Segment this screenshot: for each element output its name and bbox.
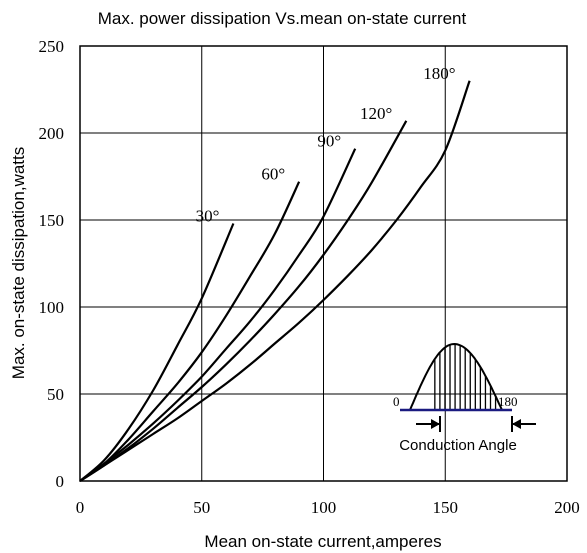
series-curve — [79, 80, 471, 482]
series-label: 180° — [423, 64, 455, 83]
y-tick-label: 250 — [39, 37, 65, 56]
conduction-angle-inset: 0 180 Conduction Angle — [393, 342, 536, 454]
grid-lines — [80, 46, 567, 481]
x-tick-label: 150 — [433, 498, 459, 517]
right-arrowhead-icon — [431, 419, 440, 429]
x-axis-label: Mean on-state current,amperes — [204, 532, 441, 551]
y-tick-label: 50 — [47, 385, 64, 404]
plot-frame — [79, 45, 568, 482]
series-label: 90° — [317, 132, 341, 151]
y-tick-label: 150 — [39, 211, 65, 230]
x-tick-label: 50 — [193, 498, 210, 517]
series-curve — [79, 181, 301, 482]
inset-caption: Conduction Angle — [399, 437, 517, 454]
series-curve — [79, 148, 357, 482]
series-labels: 30° 60° 90° 120° 180° — [196, 64, 456, 226]
x-tick-label: 200 — [554, 498, 580, 517]
left-arrowhead-icon — [512, 419, 521, 429]
inset-label-end: 180 — [498, 394, 518, 409]
x-tick-label: 0 — [76, 498, 85, 517]
y-tick-label: 200 — [39, 124, 65, 143]
series-curve — [79, 223, 235, 482]
series-label: 30° — [196, 206, 220, 225]
series-label: 60° — [261, 165, 285, 184]
y-tick-label: 0 — [56, 472, 65, 491]
inset-label-start: 0 — [393, 394, 400, 409]
y-tick-label: 100 — [39, 298, 65, 317]
dissipation-curves — [79, 80, 471, 482]
y-axis-label: Max. on-state dissipation,watts — [9, 147, 28, 379]
x-tick-label: 100 — [311, 498, 337, 517]
axis-ticks: 0 50 100 150 200 0 50 100 150 200 250 — [39, 37, 580, 517]
half-sine-waveform — [409, 342, 503, 411]
series-curve — [79, 120, 408, 482]
chart-title: Max. power dissipation Vs.mean on-state … — [98, 9, 467, 28]
series-label: 120° — [360, 104, 392, 123]
